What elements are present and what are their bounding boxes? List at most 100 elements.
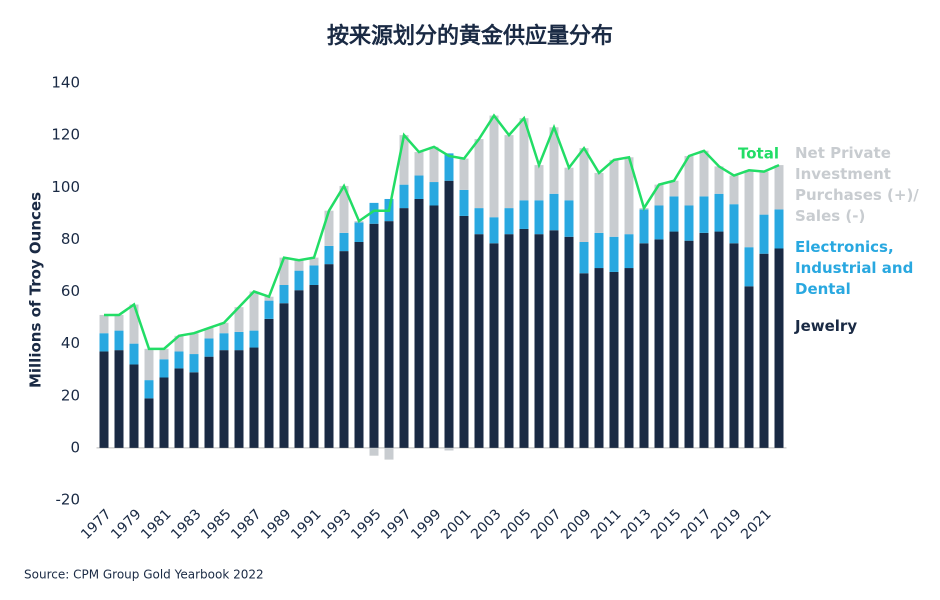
x-tick-label: 2001 bbox=[438, 506, 475, 543]
bar-segment bbox=[309, 265, 319, 285]
bar-segment bbox=[714, 166, 724, 194]
bar-segment bbox=[414, 198, 424, 448]
bar-segment bbox=[624, 268, 634, 448]
bar-segment bbox=[264, 318, 274, 448]
bar-segment bbox=[189, 372, 199, 448]
bar-segment bbox=[399, 184, 409, 209]
x-tick-label: 2003 bbox=[468, 506, 505, 543]
bar-segment bbox=[549, 230, 559, 448]
bar-segment bbox=[714, 193, 724, 232]
bar-segment bbox=[759, 214, 769, 254]
bar-segment bbox=[339, 185, 349, 233]
bar-segment bbox=[369, 223, 379, 448]
bar-segment bbox=[354, 222, 364, 242]
x-tick-label: 1997 bbox=[378, 506, 415, 543]
bar-segment bbox=[504, 208, 514, 235]
bar-segment bbox=[474, 139, 484, 209]
bar-segment bbox=[354, 241, 364, 448]
x-tick-label: 2021 bbox=[738, 506, 775, 543]
bar-segment bbox=[474, 208, 484, 235]
bar-segment bbox=[249, 291, 259, 331]
legend-total: Total bbox=[738, 145, 779, 163]
x-tick-label: 1995 bbox=[348, 506, 385, 543]
total-line bbox=[104, 113, 780, 351]
legend-electronics: Electronics, Industrial and Dental bbox=[795, 238, 914, 298]
bar-segment bbox=[669, 196, 679, 232]
bar-segment bbox=[654, 239, 664, 448]
bar-segment bbox=[654, 184, 664, 206]
bar-segment bbox=[519, 200, 529, 229]
y-tick-label: 120 bbox=[51, 126, 80, 144]
bar-segment bbox=[564, 167, 574, 201]
bar-segment bbox=[249, 330, 259, 348]
y-tick-label: 140 bbox=[51, 74, 80, 92]
bar-segment bbox=[339, 251, 349, 448]
bar-segment bbox=[729, 175, 739, 205]
legend-jewelry: Jewelry bbox=[795, 317, 858, 335]
x-tick-label: 1979 bbox=[108, 506, 145, 543]
bar-segment bbox=[234, 350, 244, 448]
bar-segment bbox=[129, 364, 139, 448]
bar-segment bbox=[444, 180, 454, 448]
bar-segment bbox=[759, 253, 769, 448]
bar-segment bbox=[459, 189, 469, 216]
bar-segment bbox=[264, 296, 274, 301]
legend-investment: Net Private Investment Purchases (+)/ Sa… bbox=[795, 144, 919, 225]
bar-segment bbox=[99, 333, 109, 352]
bar-segment bbox=[114, 350, 124, 448]
y-tick-label: -20 bbox=[56, 491, 81, 509]
bar-segment bbox=[774, 165, 784, 210]
bar-segment bbox=[444, 447, 454, 451]
bar-segment bbox=[744, 286, 754, 448]
bar-segment bbox=[774, 248, 784, 448]
bar-segment bbox=[279, 303, 289, 448]
bar-segment bbox=[99, 351, 109, 448]
bar-segment bbox=[474, 234, 484, 448]
x-tick-label: 1991 bbox=[288, 506, 325, 543]
bar-segment bbox=[339, 232, 349, 252]
bar-segment bbox=[564, 200, 574, 237]
bar-segment bbox=[279, 284, 289, 304]
bar-segment bbox=[699, 150, 709, 197]
bar-segment bbox=[714, 231, 724, 448]
bar-segment bbox=[129, 304, 139, 344]
bar-segment bbox=[459, 215, 469, 448]
y-tick-label: 100 bbox=[51, 178, 80, 196]
bar-segment bbox=[129, 343, 139, 365]
chart-title: 按来源划分的黄金供应量分布 bbox=[327, 23, 613, 49]
bar-segment bbox=[189, 333, 199, 355]
bar-segment bbox=[159, 348, 169, 360]
bar-segment bbox=[594, 172, 604, 233]
bar-segment bbox=[519, 118, 529, 201]
bar-segment bbox=[609, 271, 619, 448]
bar-segment bbox=[744, 247, 754, 287]
x-tick-label: 1985 bbox=[198, 506, 235, 543]
bar-segment bbox=[204, 356, 214, 448]
bar-segment bbox=[324, 210, 334, 246]
bar-segment bbox=[489, 243, 499, 448]
bar-segment bbox=[144, 398, 154, 448]
bar-segment bbox=[294, 290, 304, 448]
bar-segment bbox=[429, 205, 439, 448]
bar-segment bbox=[399, 208, 409, 448]
bar-segment bbox=[324, 245, 334, 265]
bar-segment bbox=[174, 351, 184, 369]
x-tick-label: 2015 bbox=[648, 506, 685, 543]
bar-segment bbox=[384, 447, 394, 460]
bar-segment bbox=[414, 175, 424, 199]
bar-segment bbox=[489, 115, 499, 218]
y-tick-label: 0 bbox=[70, 438, 80, 456]
bar-segment bbox=[549, 193, 559, 231]
bar-segment bbox=[324, 264, 334, 448]
y-tick-label: 60 bbox=[61, 282, 80, 300]
bar-segment bbox=[294, 270, 304, 291]
bar-segment bbox=[294, 260, 304, 271]
bar-segment bbox=[684, 155, 694, 206]
bar-segment bbox=[699, 196, 709, 233]
x-tick-label: 2009 bbox=[558, 506, 595, 543]
y-tick-label: 20 bbox=[61, 386, 80, 404]
bar-segment bbox=[204, 327, 214, 339]
bar-segment bbox=[639, 243, 649, 448]
